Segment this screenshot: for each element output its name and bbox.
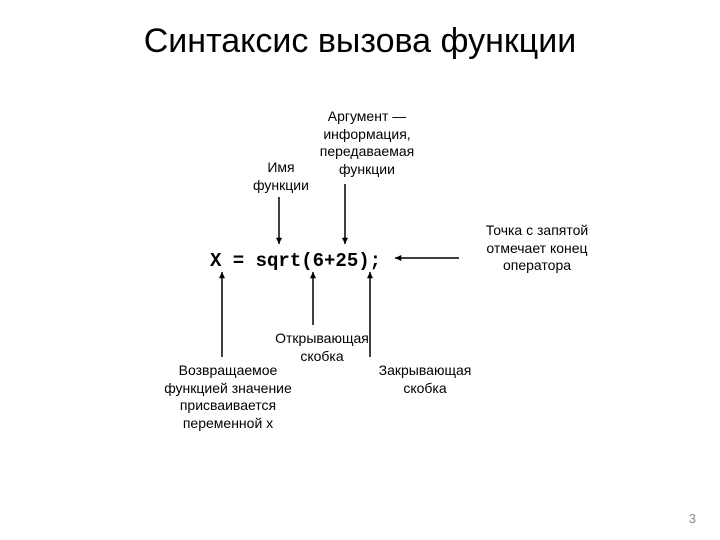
annotation-close-paren: Закрывающая скобка [370, 362, 480, 397]
annotation-semicolon: Точка с запятой отмечает конец оператора [462, 222, 612, 275]
slide: Синтаксис вызова функции X = sqrt(6+25);… [0, 0, 720, 540]
code-expression: X = sqrt(6+25); [210, 250, 381, 272]
page-number: 3 [689, 511, 696, 526]
annotation-argument: Аргумент — информация, передаваемая функ… [302, 108, 432, 178]
slide-title: Синтаксис вызова функции [0, 22, 720, 61]
annotation-open-paren: Открывающая скобка [262, 330, 382, 365]
annotation-return-assign: Возвращаемое функцией значение присваива… [148, 362, 308, 432]
